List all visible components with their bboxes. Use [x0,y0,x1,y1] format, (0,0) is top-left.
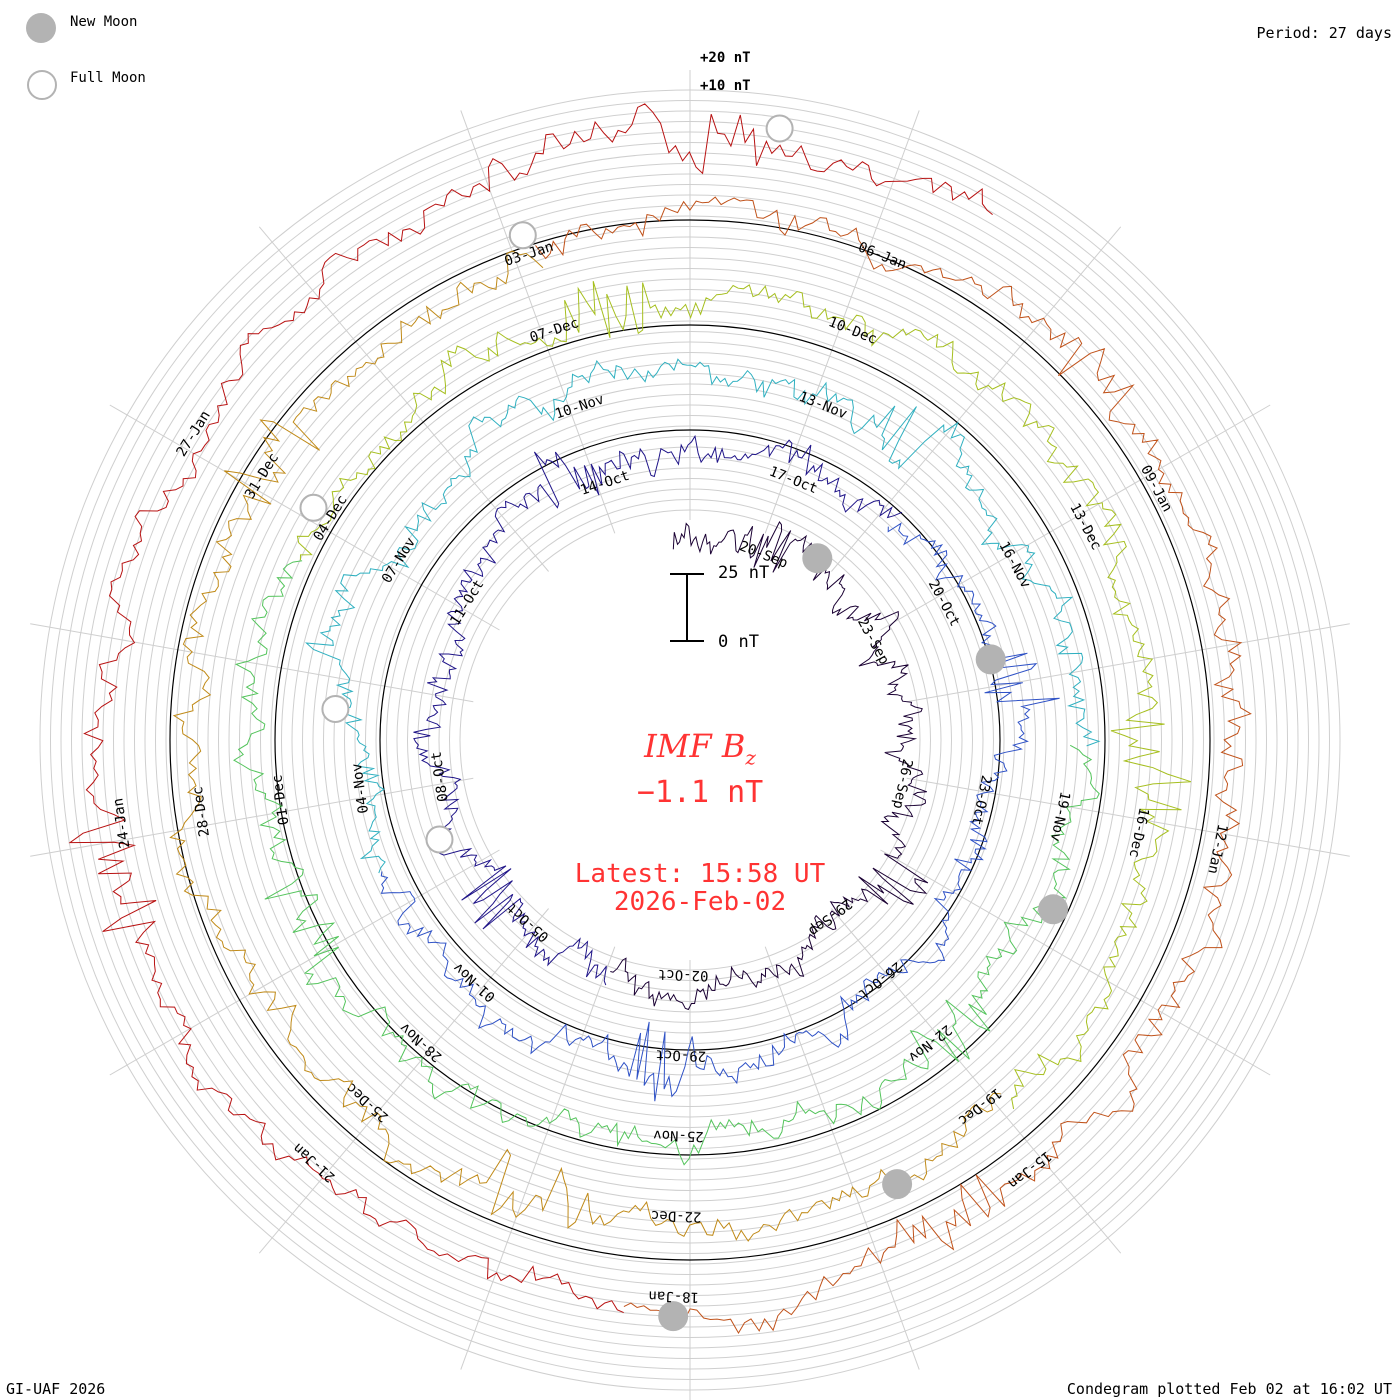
date-label: 27-Jan [174,408,214,459]
bz-trace-segment [304,358,1101,874]
date-label: 08-Oct [429,750,452,802]
date-label: 02-Oct [658,966,709,983]
date-label: 13-Nov [796,389,849,423]
date-label: 01-Dec [269,774,292,826]
reference-circle [379,429,1001,1051]
date-label: 26-Oct [855,958,905,1002]
date-label: 18-Jan [648,1287,699,1304]
date-label: 16-Nov [995,539,1033,591]
full-moon-marker [508,221,537,250]
period-label: Period: 27 days [1256,24,1392,42]
grid-spoke [258,908,549,1254]
date-label: 29-Oct [655,1046,706,1063]
scale-bottom-label: 0 nT [718,632,759,652]
offset-label: +20 nT [700,50,751,66]
date-label: 16-Dec [1126,806,1152,859]
date-label: 24-Jan [110,797,133,849]
date-label: 20-Oct [925,577,963,629]
date-label: 22-Dec [651,1207,702,1224]
moon-markers [299,114,1069,1332]
reference-circle [169,219,1211,1261]
date-label: 28-Dec [190,785,213,837]
full-moon-marker [299,493,328,522]
latest-time: Latest: 15:58 UT [574,859,826,889]
bz-trace-segment [610,521,929,1011]
grid-spoke [258,226,549,572]
bz-trace-segment [68,103,993,1314]
grid-spoke [109,849,500,1076]
grid-spoke [460,110,616,534]
scale-top-label: 25 nT [718,563,770,583]
date-label: 04-Nov [349,762,372,814]
legend-new-moon-label: New Moon [70,14,138,30]
new-moon-marker [1038,894,1069,925]
parameter-name: IMF B [644,727,746,765]
grid-spoke [906,777,1350,857]
legend-full-moon-label: Full Moon [70,70,146,86]
new-moon-marker [975,644,1006,675]
grid-spoke [880,404,1271,631]
new-moon-marker [658,1301,689,1332]
grid-spoke [831,908,1122,1254]
latest-date: 2026-Feb-02 [613,887,787,917]
bz-trace-segment [380,522,1060,1102]
new-moon-icon [26,13,56,43]
bz-trace-segment [296,281,1192,1110]
full-moon-marker [425,825,454,854]
date-label: 23-Sep [854,615,892,667]
grid-spoke [460,946,616,1370]
date-label: 15-Jan [1005,1147,1055,1191]
full-moon-marker [765,114,794,143]
grid-spoke [764,946,920,1370]
current-value: −1.1 nT [636,775,764,810]
data-traces [68,103,1252,1334]
full-moon-icon [27,70,57,100]
plotted-timestamp: Condegram plotted Feb 02 at 16:02 UT [1066,1380,1392,1398]
bz-trace-segment [169,250,1001,1242]
grid-spoke [30,777,474,857]
bz-trace-segment [233,560,1100,1166]
bz-trace-segment [535,196,1252,1334]
grid-spoke [30,623,474,703]
parameter-subscript: z [745,745,756,770]
full-moon-marker [321,695,350,723]
parameter-title: IMF Bz [0,727,1400,769]
date-label: 07-Nov [379,535,419,586]
credit-label: GI-UAF 2026 [6,1380,106,1398]
date-label: 25-Nov [653,1127,704,1144]
offset-label: +10 nT [700,78,751,94]
offset-labels: +20 nT +10 nT [700,50,751,94]
new-moon-marker [882,1169,913,1200]
grid-spoke [831,226,1122,572]
grid-spoke [880,849,1271,1076]
scale-bar [670,573,704,642]
new-moon-marker [802,543,833,574]
grid-spoke [906,623,1350,703]
bz-trace-segment [413,434,903,986]
